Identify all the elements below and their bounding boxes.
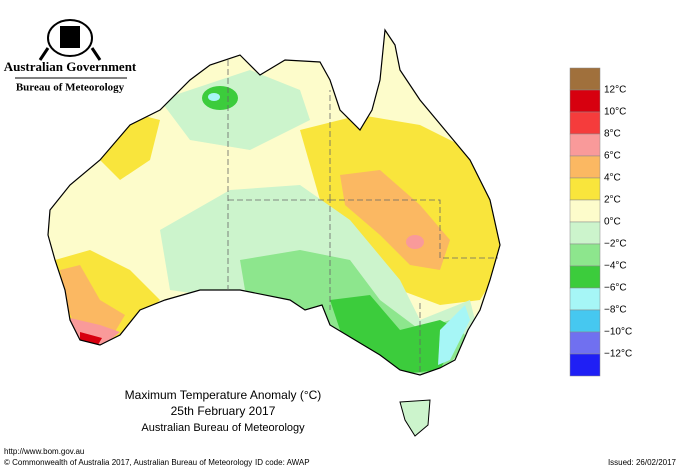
url: http://www.bom.gov.au bbox=[4, 447, 84, 456]
legend-label: −8°C bbox=[604, 305, 627, 316]
legend-label: 10°C bbox=[604, 107, 626, 118]
legend-swatch bbox=[569, 243, 601, 267]
legend-label: 0°C bbox=[604, 217, 621, 228]
legend-swatch bbox=[569, 89, 601, 113]
legend-label: −2°C bbox=[604, 239, 627, 250]
legend-swatch bbox=[569, 353, 601, 377]
legend-swatch bbox=[569, 177, 601, 201]
legend-label: 2°C bbox=[604, 195, 621, 206]
map-source: Australian Bureau of Meteorology bbox=[141, 422, 305, 434]
legend-label: 12°C bbox=[604, 85, 626, 96]
id-code: ID code: AWAP bbox=[255, 458, 310, 467]
map-date: 25th February 2017 bbox=[171, 404, 276, 418]
legend-swatch bbox=[569, 309, 601, 333]
state-borders bbox=[227, 60, 498, 372]
legend-label: −10°C bbox=[604, 327, 632, 338]
legend-label: −6°C bbox=[604, 283, 627, 294]
legend-label: 4°C bbox=[604, 173, 621, 184]
legend-swatch bbox=[569, 133, 601, 157]
legend-swatch bbox=[569, 155, 601, 179]
copyright: © Commonwealth of Australia 2017, Austra… bbox=[4, 458, 252, 467]
tasmania bbox=[399, 399, 431, 437]
legend-swatch bbox=[569, 67, 601, 91]
legend-label: −4°C bbox=[604, 261, 627, 272]
legend-swatch bbox=[569, 331, 601, 355]
legend-swatch bbox=[569, 111, 601, 135]
legend-label: 8°C bbox=[604, 129, 621, 140]
legend-label: 6°C bbox=[604, 151, 621, 162]
map-title: Maximum Temperature Anomaly (°C) bbox=[125, 388, 322, 402]
legend-swatch bbox=[569, 265, 601, 289]
legend-swatch bbox=[569, 287, 601, 311]
legend-swatch bbox=[569, 199, 601, 223]
legend: 12°C 10°C 8°C 6°C 4°C 2°C 0°C −2°C −4°C −6°C −8°C −… bbox=[569, 67, 632, 377]
legend-swatch bbox=[569, 221, 601, 245]
issued: Issued: 26/02/2017 bbox=[608, 458, 677, 467]
crest bbox=[38, 19, 102, 61]
bureau: Bureau of Meteorology bbox=[16, 82, 125, 94]
legend-label: −12°C bbox=[604, 349, 632, 360]
agency: Australian Government bbox=[4, 59, 137, 74]
